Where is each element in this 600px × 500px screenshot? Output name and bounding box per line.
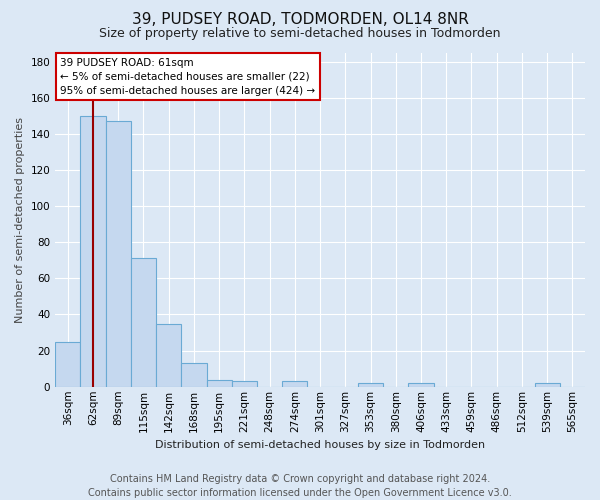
Y-axis label: Number of semi-detached properties: Number of semi-detached properties xyxy=(15,116,25,322)
Bar xyxy=(131,258,156,387)
Bar xyxy=(181,364,206,387)
Bar xyxy=(535,383,560,387)
Bar xyxy=(358,383,383,387)
Bar xyxy=(156,324,181,387)
Bar xyxy=(106,121,131,387)
Bar xyxy=(232,382,257,387)
Bar xyxy=(282,382,307,387)
Text: 39 PUDSEY ROAD: 61sqm
← 5% of semi-detached houses are smaller (22)
95% of semi-: 39 PUDSEY ROAD: 61sqm ← 5% of semi-detac… xyxy=(61,58,316,96)
Bar xyxy=(409,383,434,387)
Bar xyxy=(206,380,232,387)
X-axis label: Distribution of semi-detached houses by size in Todmorden: Distribution of semi-detached houses by … xyxy=(155,440,485,450)
Text: Contains HM Land Registry data © Crown copyright and database right 2024.
Contai: Contains HM Land Registry data © Crown c… xyxy=(88,474,512,498)
Text: 39, PUDSEY ROAD, TODMORDEN, OL14 8NR: 39, PUDSEY ROAD, TODMORDEN, OL14 8NR xyxy=(131,12,469,28)
Text: Size of property relative to semi-detached houses in Todmorden: Size of property relative to semi-detach… xyxy=(99,28,501,40)
Bar xyxy=(80,116,106,387)
Bar xyxy=(55,342,80,387)
